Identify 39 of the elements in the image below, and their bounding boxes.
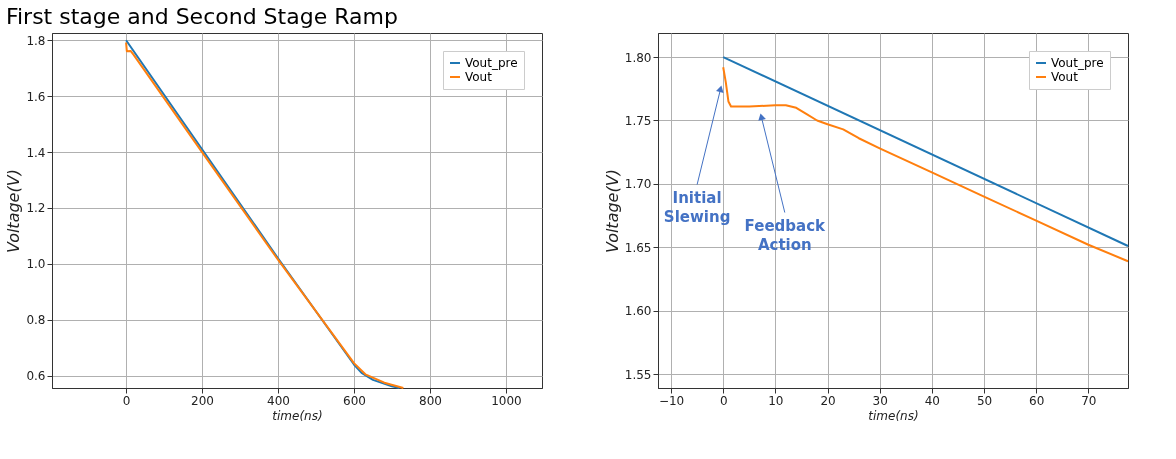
x-tick-label: 0 (122, 393, 131, 408)
y-tick-label: 1.2 (26, 201, 46, 216)
y-tick-label: 0.8 (26, 313, 46, 328)
y-tick-label: 1.65 (624, 240, 652, 255)
x-tick-label: 800 (418, 393, 442, 408)
legend-label: Vout_pre (465, 56, 518, 70)
y-tick-label: 1.80 (624, 50, 652, 65)
annotation: Initial Slewing (663, 188, 731, 226)
x-tick-label: 20 (820, 393, 836, 408)
legend-label: Vout_pre (1051, 56, 1104, 70)
y-tick-label: 1.60 (624, 304, 652, 319)
x-axis-title: time(ns) (868, 408, 919, 423)
x-tick-label: 50 (976, 393, 993, 408)
x-tick-label: 0 (719, 393, 728, 408)
x-tick-label: 40 (924, 393, 940, 408)
y-tick-label: 1.4 (26, 145, 46, 160)
x-tick-label: 60 (1029, 393, 1045, 408)
legend-label: Vout (465, 70, 493, 84)
y-axis-title: Voltage(V) (602, 169, 622, 253)
x-tick-label: 400 (267, 393, 290, 408)
y-tick-label: 1.8 (26, 33, 46, 48)
x-tick-label: 70 (1081, 393, 1097, 408)
y-tick-label: 0.6 (26, 369, 46, 384)
x-axis-title: time(ns) (272, 408, 323, 423)
chart-title: First stage and Second Stage Ramp (5, 4, 398, 29)
x-tick-label: 30 (872, 393, 888, 408)
y-tick-label: 1.70 (624, 177, 652, 192)
x-tick-label: −10 (658, 393, 685, 408)
legend-label: Vout (1051, 70, 1079, 84)
y-tick-label: 1.0 (26, 257, 46, 272)
y-tick-label: 1.6 (26, 89, 46, 104)
y-tick-label: 1.75 (624, 113, 652, 128)
y-axis-title: Voltage(V) (4, 169, 24, 253)
x-tick-label: 1000 (491, 393, 522, 408)
x-tick-label: 200 (191, 393, 214, 408)
annotation: Feedback Action (744, 216, 827, 254)
x-tick-label: 10 (768, 393, 784, 408)
y-tick-label: 1.55 (624, 367, 652, 382)
x-tick-label: 600 (343, 393, 366, 408)
